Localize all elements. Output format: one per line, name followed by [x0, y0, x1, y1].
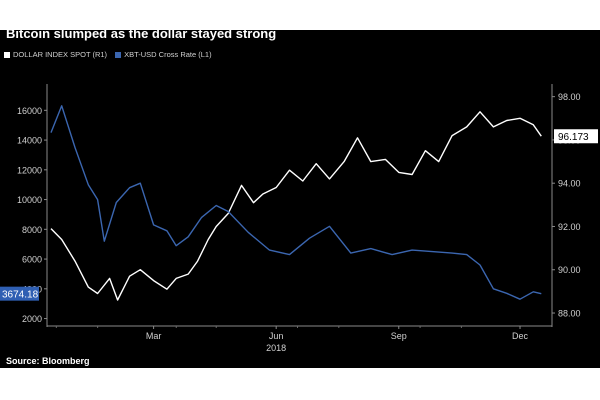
- legend-item-bitcoin: XBT-USD Cross Rate (L1): [115, 50, 212, 59]
- last-value-label-bitcoin: 3674.18: [2, 290, 39, 301]
- legend-item-dollar: DOLLAR INDEX SPOT (R1): [4, 50, 107, 59]
- y-right-tick-label: 90.00: [558, 265, 581, 275]
- legend-label-bitcoin: XBT-USD Cross Rate (L1): [124, 49, 212, 59]
- last-value-box-dollar: [554, 129, 598, 144]
- y-left-tick-label: 2000: [22, 314, 42, 324]
- y-right-tick-label: 94.00: [558, 179, 581, 189]
- legend-label-dollar: DOLLAR INDEX SPOT (R1): [13, 49, 108, 59]
- chart-title: Two Currencies: [6, 2, 148, 23]
- x-tick-label: Dec: [512, 331, 529, 341]
- y-right-tick-label: 92.00: [558, 222, 581, 232]
- chart-card: [0, 30, 600, 368]
- y-left-tick-label: 12000: [17, 165, 42, 175]
- y-left-tick-label: 10000: [17, 195, 42, 205]
- y-right-tick-label: 98.00: [558, 92, 581, 102]
- last-value-box-bitcoin: [0, 286, 39, 301]
- y-left-tick-label: 14000: [17, 136, 42, 146]
- legend-swatch-bitcoin: [115, 51, 122, 58]
- series-line-bitcoin: [50, 105, 542, 300]
- legend-swatch-dollar: [4, 51, 10, 58]
- last-value-label-dollar: 96.173: [558, 132, 589, 143]
- x-tick-label: Sep: [391, 331, 407, 341]
- y-left-tick-label: 6000: [22, 255, 42, 265]
- x-tick-label: Mar: [146, 331, 162, 341]
- y-left-tick-label: 8000: [22, 225, 42, 235]
- y-right-tick-label: 88.00: [558, 309, 581, 319]
- x-year-label: 2018: [266, 343, 286, 353]
- y-left-tick-label: 16000: [17, 106, 42, 116]
- line-chart: 20004000600080001000012000140001600088.0…: [0, 84, 598, 353]
- chart-legend: DOLLAR INDEX SPOT (R1) XBT-USD Cross Rat…: [4, 47, 212, 61]
- source-note: Source: Bloomberg: [6, 356, 90, 366]
- series-line-dollar: [50, 111, 542, 301]
- x-tick-label: Jun: [269, 331, 284, 341]
- chart-subtitle: Bitcoin slumped as the dollar stayed str…: [6, 26, 277, 41]
